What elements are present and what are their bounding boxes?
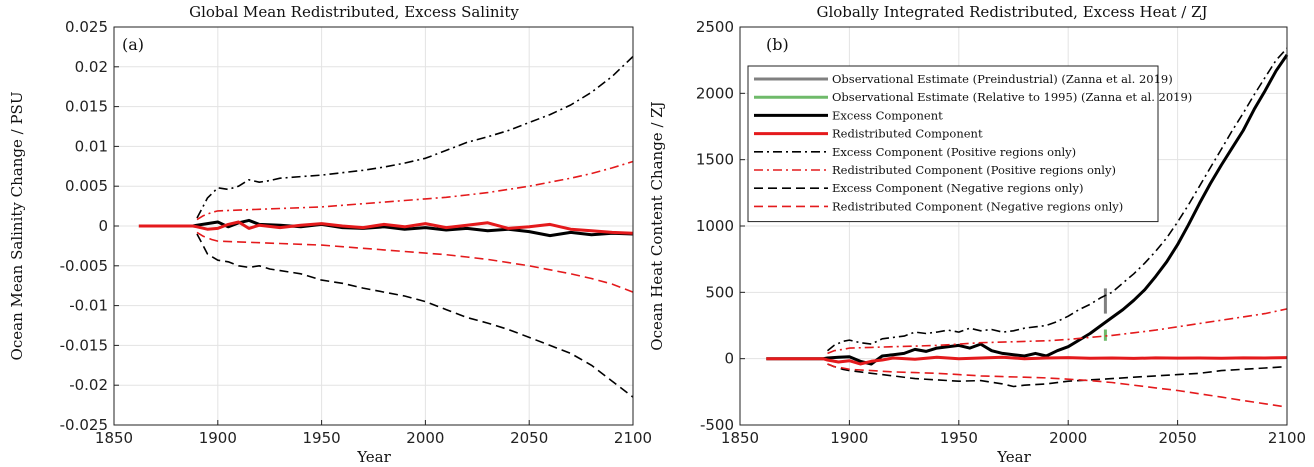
panel-b-x-tick-label: 1900 — [830, 429, 868, 447]
panel-a-series-line-0 — [196, 55, 634, 219]
panel-b-y-tick-label: 2000 — [696, 84, 734, 102]
panel-b-x-tick-label: 1850 — [721, 429, 759, 447]
panel-a-y-tick-label: 0 — [98, 217, 108, 235]
legend-entry-0: Observational Estimate (Preindustrial) (… — [832, 72, 1173, 86]
panel-b-legend: Observational Estimate (Preindustrial) (… — [747, 65, 1192, 223]
panel-b-y-tick-label: 1500 — [696, 151, 734, 169]
panel-a-y-tick-label: 0.025 — [65, 18, 108, 36]
panel-a-x-tick-label: 1950 — [303, 429, 341, 447]
panel-b-y-tick-label: 0 — [724, 350, 734, 368]
panel-a-y-axis-label: Ocean Mean Salinity Change / PSU — [8, 92, 26, 361]
panel-b-y-tick-label: 500 — [705, 283, 734, 301]
panel-b-label: (b) — [766, 35, 789, 54]
panel-a-x-tick-label: 2050 — [510, 429, 548, 447]
panel-b-y-tick-label: 1000 — [696, 217, 734, 235]
panel-b-series-line-3 — [766, 355, 1288, 366]
panel-a-series-line-3 — [196, 233, 634, 398]
panel-a-y-tick-label: 0.01 — [75, 137, 108, 155]
panel-b-y-axis-label: Ocean Heat Content Change / ZJ — [648, 101, 666, 350]
panel-b-x-tick-label: 2050 — [1159, 429, 1197, 447]
legend-entry-7: Redistributed Component (Negative region… — [832, 199, 1123, 213]
panel-b-series-line-4 — [826, 47, 1288, 352]
panel-a-title: Global Mean Redistributed, Excess Salini… — [189, 3, 519, 21]
panel-b-x-ticks: 1850 1900 1950 2000 2050 2100 — [721, 420, 1306, 447]
panel-b-x-tick-label: 2100 — [1268, 429, 1306, 447]
legend-entry-3: Redistributed Component — [832, 127, 983, 141]
panel-a-y-tick-label: -0.01 — [69, 297, 108, 315]
legend-entry-2: Excess Component — [832, 108, 943, 122]
panel-b-y-tick-label: 2500 — [696, 18, 734, 36]
panel-a-y-tick-label: -0.005 — [60, 257, 108, 275]
panel-b-title: Globally Integrated Redistributed, Exces… — [816, 3, 1207, 21]
panel-a-x-tick-label: 2100 — [614, 429, 652, 447]
panel-a-x-tick-label: 1900 — [199, 429, 237, 447]
panel-a-salinity-chart: Global Mean Redistributed, Excess Salini… — [8, 3, 652, 466]
panel-b-x-axis-label: Year — [996, 448, 1031, 466]
panel-a-y-tick-label: -0.02 — [69, 376, 108, 394]
panel-b-y-tick-label: -500 — [700, 416, 734, 434]
legend-box — [747, 65, 1159, 223]
legend-entry-4: Excess Component (Positive regions only) — [832, 145, 1076, 159]
panel-b-series-line-6 — [827, 363, 1288, 388]
panel-a-series-line-2 — [196, 231, 634, 293]
panel-b-series — [766, 47, 1289, 408]
panel-a-series-line-1 — [196, 160, 634, 221]
legend-entry-1: Observational Estimate (Relative to 1995… — [832, 90, 1192, 104]
panel-a-y-tick-label: -0.025 — [60, 416, 108, 434]
panel-b-y-ticks: -500 0 500 1000 1500 2000 2500 — [696, 18, 745, 434]
legend-entry-6: Excess Component (Negative regions only) — [832, 181, 1083, 195]
panel-b-heat-chart: Globally Integrated Redistributed, Exces… — [648, 3, 1306, 466]
panel-b-x-tick-label: 1950 — [940, 429, 978, 447]
panel-a-y-tick-label: 0.015 — [65, 98, 108, 116]
panel-a-y-ticks: -0.025 -0.02 -0.015 -0.01 -0.005 0 0.005 0.01 0.… — [60, 18, 119, 434]
panel-a-series — [138, 55, 634, 398]
panel-b-series-line-5 — [827, 308, 1288, 355]
panel-a-y-tick-label: 0.005 — [65, 177, 108, 195]
panel-a-series-line-5 — [138, 220, 634, 235]
panel-a-y-tick-label: 0.02 — [75, 58, 108, 76]
legend-entry-5: Redistributed Component (Positive region… — [832, 163, 1116, 177]
panel-a-y-tick-label: -0.015 — [60, 336, 108, 354]
panel-a-x-axis-label: Year — [356, 448, 391, 466]
panel-a-label: (a) — [122, 35, 144, 54]
panel-a-x-ticks: 1850 1900 1950 2000 2050 2100 — [95, 420, 652, 447]
panel-a-x-tick-label: 1850 — [95, 429, 133, 447]
panel-a-x-tick-label: 2000 — [406, 429, 444, 447]
panel-b-x-tick-label: 2000 — [1049, 429, 1087, 447]
